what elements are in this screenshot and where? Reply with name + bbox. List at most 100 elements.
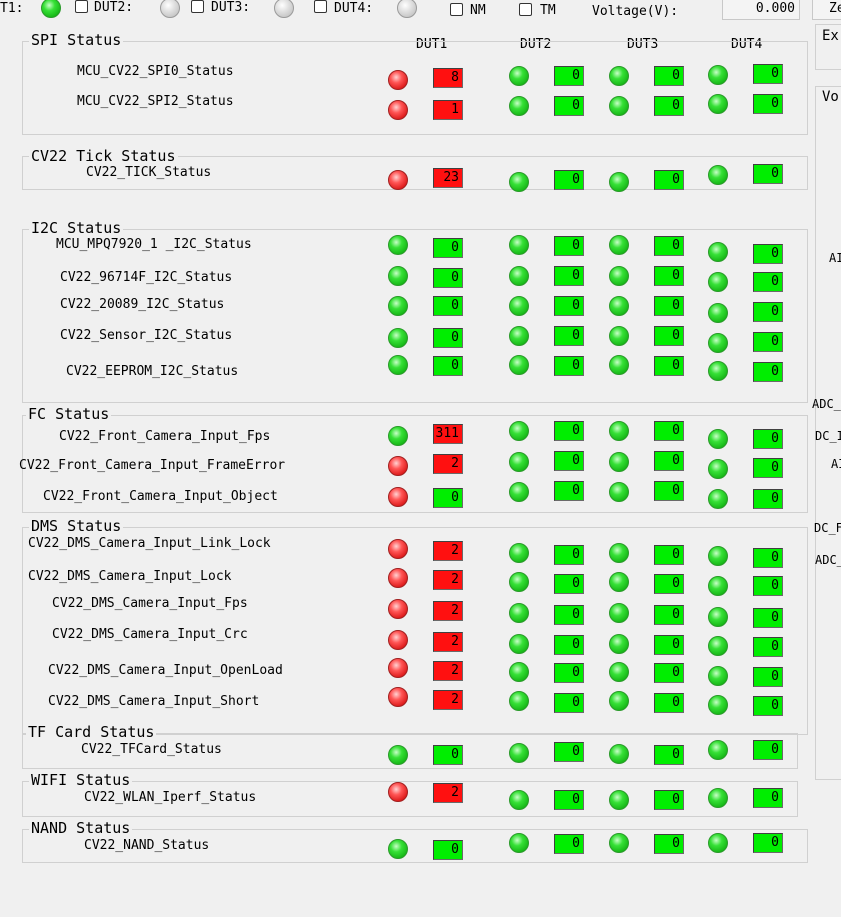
dut1-status-led bbox=[388, 328, 408, 348]
dut3-status-led bbox=[609, 421, 629, 441]
dut1-status-led bbox=[388, 296, 408, 316]
spi-status-group bbox=[22, 41, 808, 135]
dut3-checkbox[interactable] bbox=[191, 0, 204, 13]
dut1-status-led bbox=[388, 355, 408, 375]
dut3-status-value: 0 bbox=[654, 693, 684, 713]
dut2-status-value: 0 bbox=[554, 236, 584, 256]
dut1-status-value: 0 bbox=[433, 296, 463, 316]
dut2-status-led bbox=[509, 662, 529, 682]
dut3-status-value: 0 bbox=[654, 481, 684, 501]
dut2-status-value: 0 bbox=[554, 66, 584, 86]
dut4-status-value: 0 bbox=[753, 244, 783, 264]
dut3-status-led bbox=[609, 66, 629, 86]
column-header-dut3: DUT3 bbox=[627, 37, 659, 52]
dut1-status-led bbox=[388, 839, 408, 859]
column-header-dut2: DUT2 bbox=[520, 37, 552, 52]
dut3-status-led bbox=[609, 235, 629, 255]
voltage-label: Voltage(V): bbox=[592, 4, 679, 19]
dut4-status-led bbox=[708, 94, 728, 114]
dut2-status-value: 0 bbox=[554, 693, 584, 713]
dut3-status-led bbox=[609, 296, 629, 316]
dut4-status-value: 0 bbox=[753, 833, 783, 853]
dut3-label: DUT3: bbox=[211, 0, 251, 15]
dut4-status-led bbox=[708, 489, 728, 509]
dut1-status-value: 0 bbox=[433, 488, 463, 508]
dut1-status-value: 311 bbox=[433, 424, 463, 444]
dut4-status-value: 0 bbox=[753, 458, 783, 478]
dut1-status-led bbox=[388, 266, 408, 286]
dut3-status-value: 0 bbox=[654, 663, 684, 683]
nm-checkbox[interactable] bbox=[450, 3, 463, 16]
status-row-label: MCU_MPQ7920_1 _I2C_Status bbox=[56, 237, 252, 252]
dut2-status-value: 0 bbox=[554, 481, 584, 501]
dut4-status-led bbox=[708, 833, 728, 853]
dut1-status-led bbox=[388, 426, 408, 446]
status-row-label: CV22_Front_Camera_Input_Object bbox=[43, 489, 278, 504]
dut3-status-led bbox=[609, 634, 629, 654]
voltage-value-field: 0.000 bbox=[722, 0, 800, 20]
dut1-status-value: 8 bbox=[433, 68, 463, 88]
dut4-status-value: 0 bbox=[753, 740, 783, 760]
dut3-status-led bbox=[609, 326, 629, 346]
dut2-status-value: 0 bbox=[554, 605, 584, 625]
zero-button[interactable]: Ze bbox=[812, 0, 841, 20]
dut1-status-led bbox=[388, 100, 408, 120]
ai-label-1: AI bbox=[829, 251, 841, 265]
dut4-status-led bbox=[708, 788, 728, 808]
dut4-checkbox[interactable] bbox=[314, 0, 327, 13]
dut2-status-value: 0 bbox=[554, 96, 584, 116]
fc-status-group bbox=[22, 415, 808, 513]
dut3-status-value: 0 bbox=[654, 296, 684, 316]
dut4-status-value: 0 bbox=[753, 696, 783, 716]
adc-label-1: ADC_ bbox=[812, 397, 841, 411]
dut2-status-led bbox=[509, 482, 529, 502]
status-row-label: CV22_TICK_Status bbox=[86, 165, 212, 180]
dut2-checkbox[interactable] bbox=[75, 0, 88, 13]
dut4-label: DUT4: bbox=[334, 1, 374, 16]
dut2-status-led bbox=[509, 634, 529, 654]
status-row-label: CV22_DMS_Camera_Input_Crc bbox=[52, 627, 248, 642]
dut2-status-value: 0 bbox=[554, 296, 584, 316]
i2c-status-group bbox=[22, 229, 808, 403]
dut2-status-value: 0 bbox=[554, 545, 584, 565]
dut1-status-value: 0 bbox=[433, 745, 463, 765]
adc-label-4: ADC_I bbox=[815, 553, 841, 567]
dut1-status-value: 0 bbox=[433, 356, 463, 376]
dut1-status-led bbox=[388, 745, 408, 765]
dut2-status-led bbox=[509, 296, 529, 316]
dut3-status-led bbox=[609, 691, 629, 711]
nand-group-title: NAND Status bbox=[29, 819, 133, 837]
dut2-status-led bbox=[509, 790, 529, 810]
dut1-status-value: 2 bbox=[433, 661, 463, 681]
dut4-status-value: 0 bbox=[753, 272, 783, 292]
dut2-status-value: 0 bbox=[554, 170, 584, 190]
dut4-status-value: 0 bbox=[753, 548, 783, 568]
dut2-status-led bbox=[509, 543, 529, 563]
dut4-status-led bbox=[708, 429, 728, 449]
dut4-status-led bbox=[708, 65, 728, 85]
dut4-status-led bbox=[708, 242, 728, 262]
status-row-label: CV22_TFCard_Status bbox=[81, 742, 222, 757]
dut4-status-led bbox=[708, 333, 728, 353]
dut2-status-led bbox=[509, 572, 529, 592]
dut2-status-led bbox=[509, 743, 529, 763]
tm-checkbox[interactable] bbox=[519, 3, 532, 16]
dut2-indicator bbox=[160, 0, 180, 18]
dut4-status-value: 0 bbox=[753, 576, 783, 596]
tick-group-title: CV22 Tick Status bbox=[29, 147, 178, 165]
dut4-status-led bbox=[708, 546, 728, 566]
dut4-status-value: 0 bbox=[753, 302, 783, 322]
dut1-status-value: 0 bbox=[433, 238, 463, 258]
dut3-status-led bbox=[609, 482, 629, 502]
nand-status-group bbox=[22, 829, 808, 863]
dut4-status-led bbox=[708, 695, 728, 715]
dut2-label: DUT2: bbox=[94, 0, 134, 15]
dut3-status-value: 0 bbox=[654, 170, 684, 190]
dut1-status-led bbox=[388, 70, 408, 90]
dut2-status-led bbox=[509, 421, 529, 441]
dms-group-title: DMS Status bbox=[29, 517, 124, 535]
dut1-status-value: 2 bbox=[433, 541, 463, 561]
dut1-status-value: 2 bbox=[433, 454, 463, 474]
dut3-status-value: 0 bbox=[654, 451, 684, 471]
dut2-status-value: 0 bbox=[554, 356, 584, 376]
